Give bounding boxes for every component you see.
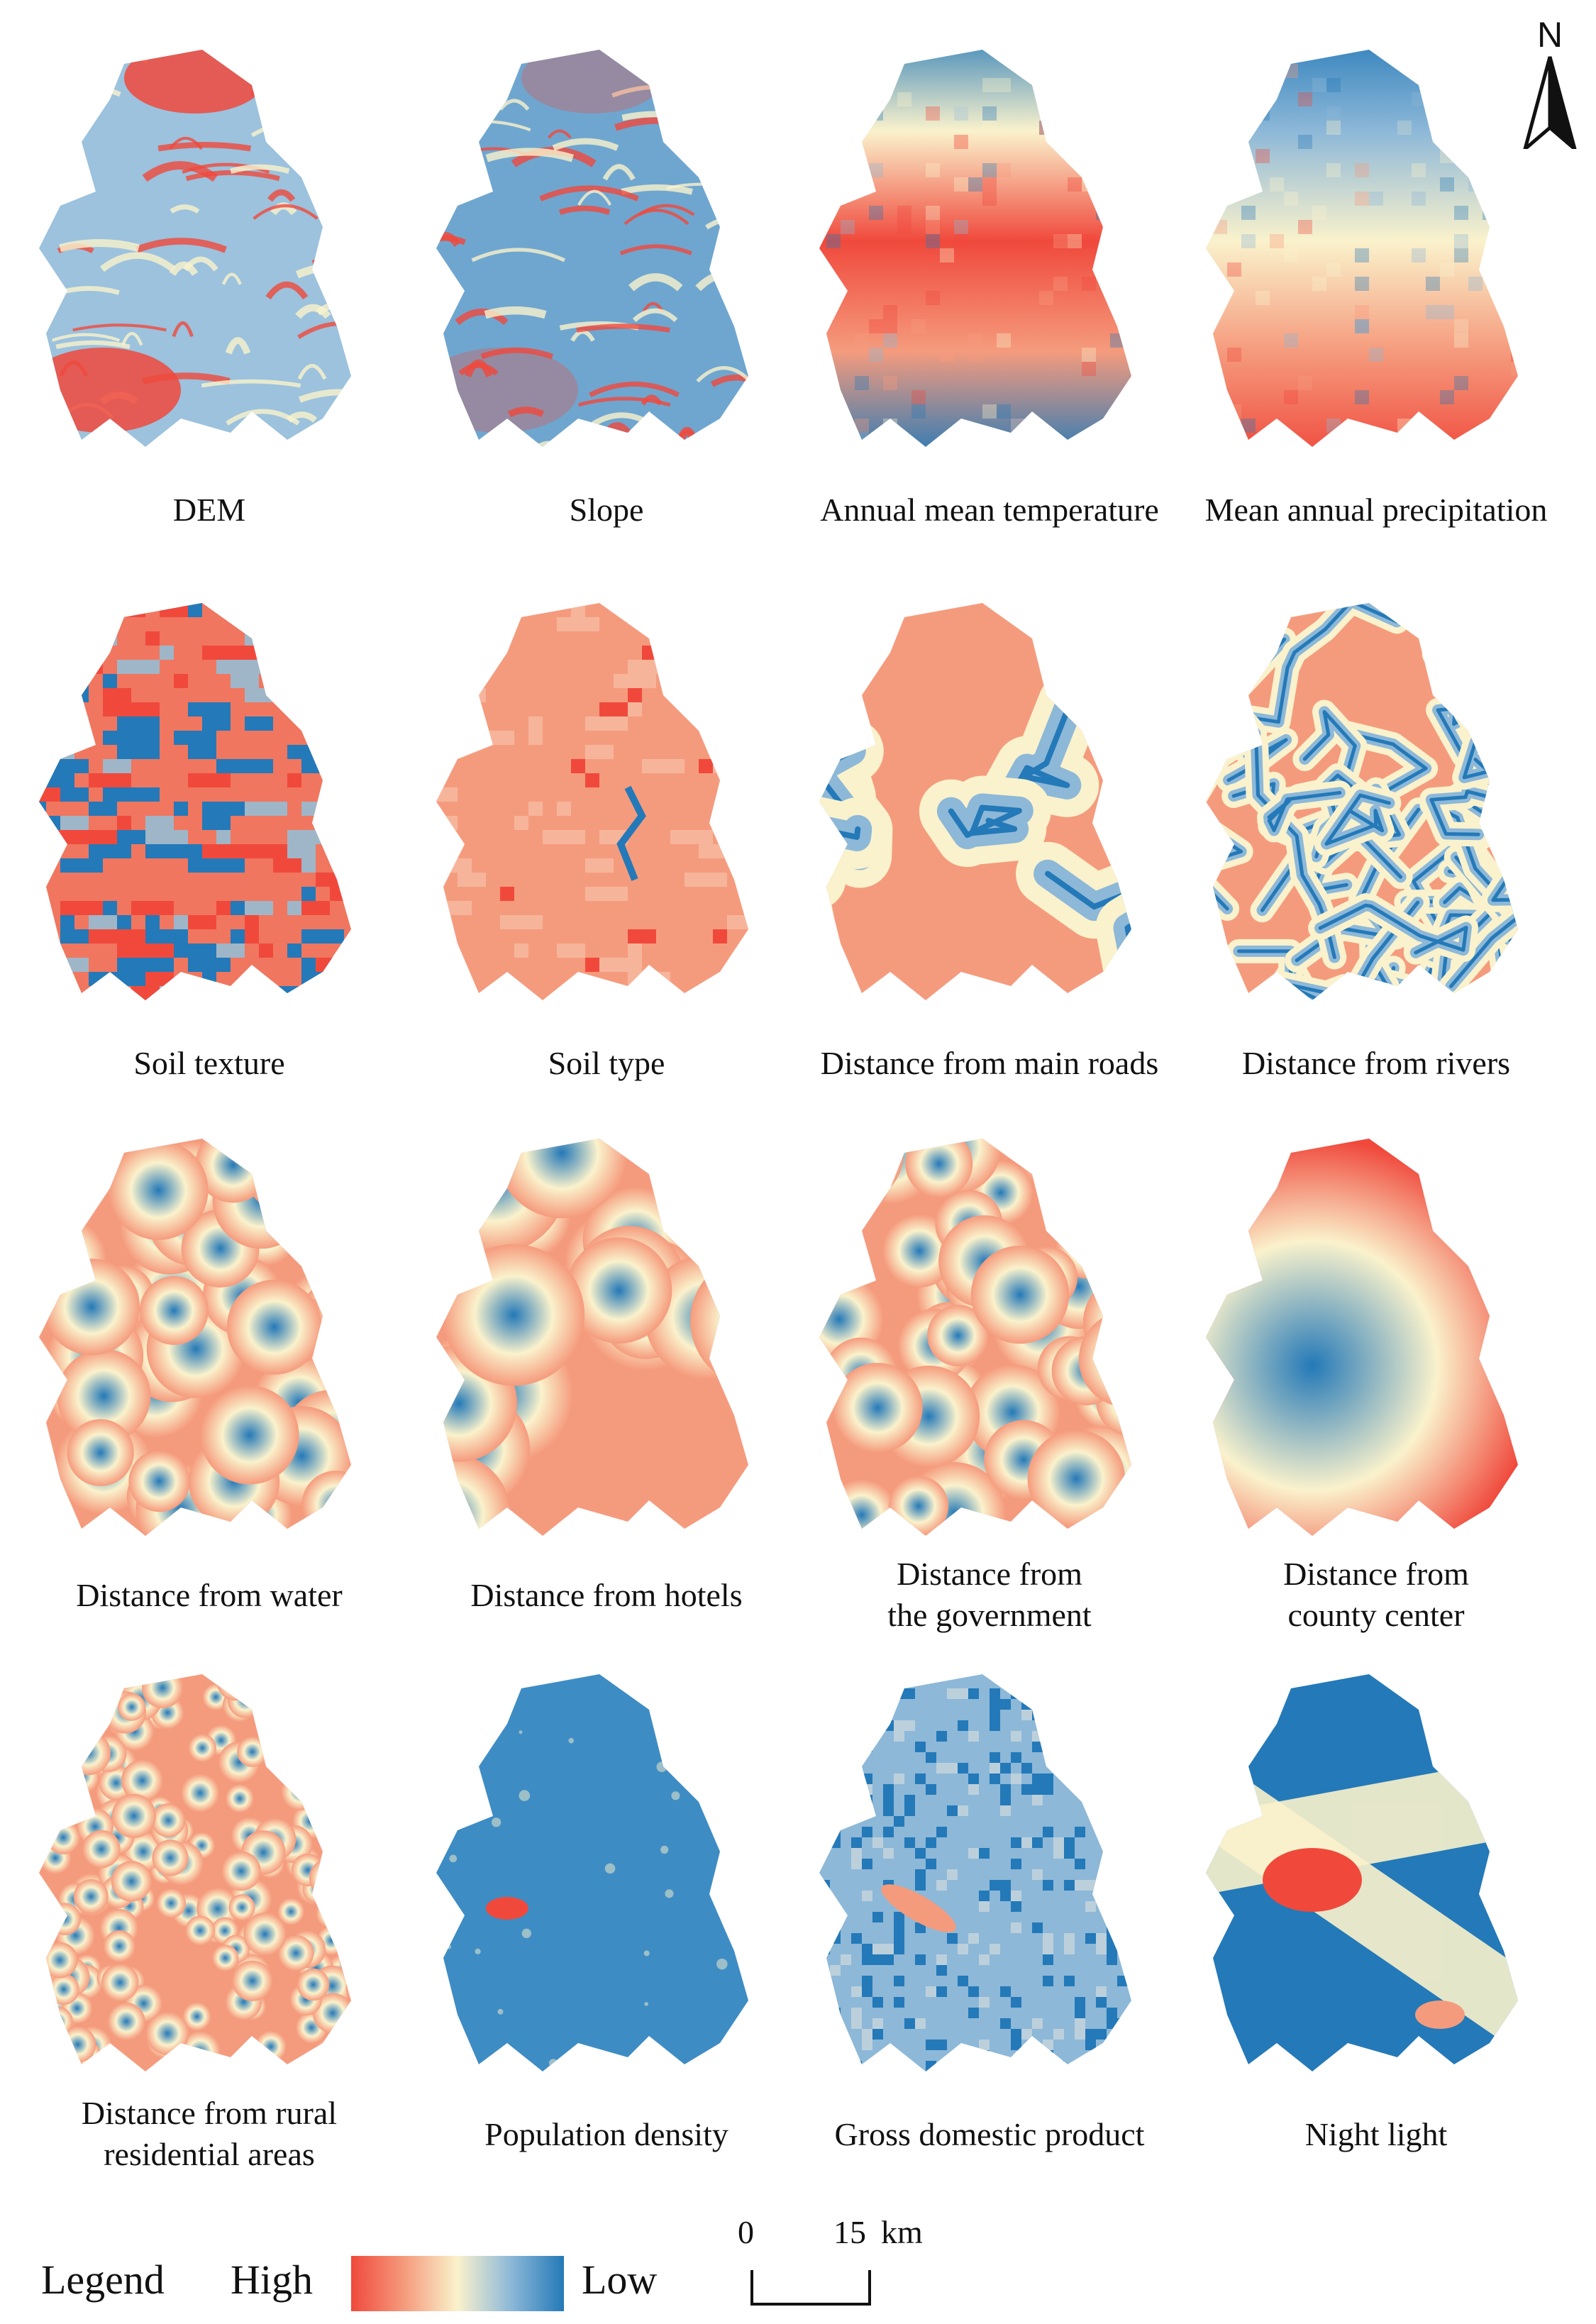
caption-line: county center — [1287, 1597, 1465, 1633]
north-label: N — [1536, 15, 1563, 55]
map-soil-texture — [39, 603, 351, 1000]
caption-hotels: Distance from hotels — [415, 1575, 798, 1616]
caption-temperature: Annual mean temperature — [798, 489, 1181, 531]
map-panel-population-density: Population density — [415, 1646, 798, 2171]
map-rural-residential — [39, 1674, 351, 2071]
north-arrow-icon — [1523, 56, 1577, 149]
caption-line: DEM — [172, 492, 246, 528]
map-gdp — [819, 1674, 1131, 2071]
map-panel-hotels: Distance from hotels — [415, 1110, 798, 1635]
caption-line: Distance from hotels — [470, 1577, 743, 1613]
caption-line: Distance from rivers — [1241, 1045, 1511, 1081]
map-panel-water: Distance from water — [18, 1110, 401, 1635]
caption-line: Distance from main roads — [820, 1045, 1159, 1081]
caption-line: Mean annual precipitation — [1204, 492, 1548, 528]
map-rivers — [1206, 603, 1518, 1000]
map-panel-dem: DEM — [18, 21, 401, 546]
map-panel-rivers: Distance from rivers — [1185, 575, 1568, 1100]
legend-high-label: High — [231, 2257, 313, 2303]
caption-government: Distance from the government — [798, 1554, 1181, 1636]
caption-line: Gross domestic product — [834, 2116, 1145, 2152]
map-dem — [39, 50, 351, 447]
legend-title: Legend — [41, 2257, 165, 2303]
caption-gdp: Gross domestic product — [798, 2114, 1181, 2155]
caption-main-roads: Distance from main roads — [798, 1043, 1181, 1084]
caption-line: Population density — [484, 2116, 728, 2152]
caption-county-center: Distance from county center — [1185, 1554, 1568, 1636]
map-panel-soil-type: Soil type — [415, 575, 798, 1100]
legend-color-ramp — [351, 2256, 564, 2311]
map-water — [39, 1139, 351, 1536]
caption-slope: Slope — [415, 489, 798, 531]
caption-line: Soil type — [548, 1045, 665, 1081]
caption-line: Distance from water — [76, 1577, 343, 1613]
caption-line: Distance from rural — [81, 2095, 338, 2131]
caption-water: Distance from water — [18, 1575, 401, 1616]
scale-distance: 15 — [833, 2214, 866, 2250]
caption-line: the government — [887, 1597, 1092, 1633]
map-panel-night-light: Night light — [1185, 1646, 1568, 2171]
legend: Legend High Low — [0, 2235, 1596, 2320]
map-panel-temperature: Annual mean temperature — [798, 21, 1181, 546]
map-panel-main-roads: Distance from main roads — [798, 575, 1181, 1100]
map-hotels — [436, 1139, 748, 1536]
map-government — [819, 1139, 1131, 1536]
caption-night-light: Night light — [1185, 2114, 1568, 2155]
caption-dem: DEM — [18, 489, 401, 531]
map-temperature — [819, 50, 1131, 447]
caption-line: Annual mean temperature — [820, 492, 1159, 528]
caption-rural-residential: Distance from rural residential areas — [18, 2093, 401, 2175]
north-arrow: N — [1518, 14, 1582, 149]
map-slope — [436, 50, 748, 447]
map-night-light — [1206, 1674, 1518, 2071]
caption-line: residential areas — [104, 2136, 315, 2172]
map-panel-rural-residential: Distance from rural residential areas — [18, 1646, 401, 2172]
legend-low-label: Low — [582, 2257, 658, 2303]
map-panel-soil-texture: Soil texture — [18, 575, 401, 1100]
caption-line: Slope — [569, 492, 644, 528]
map-panel-slope: Slope — [415, 21, 798, 546]
caption-line: Distance from — [1283, 1556, 1469, 1592]
map-population-density — [436, 1674, 748, 2071]
scale-zero: 0 — [738, 2214, 754, 2250]
map-main-roads — [819, 603, 1131, 1000]
caption-line: Distance from — [897, 1556, 1082, 1592]
map-soil-type — [436, 603, 748, 1000]
scale-unit: km — [881, 2214, 923, 2250]
caption-rivers: Distance from rivers — [1185, 1043, 1568, 1084]
map-panel-gdp: Gross domestic product — [798, 1646, 1181, 2171]
map-panel-county-center: Distance from county center — [1185, 1110, 1568, 1635]
caption-line: Soil texture — [133, 1045, 285, 1081]
scale-bar: 0 15 km — [731, 2213, 923, 2313]
scale-bar-line — [750, 2270, 871, 2306]
map-county-center — [1206, 1139, 1518, 1536]
caption-soil-texture: Soil texture — [18, 1043, 401, 1084]
caption-precipitation: Mean annual precipitation — [1185, 489, 1568, 531]
map-panel-precipitation: Mean annual precipitation — [1185, 21, 1568, 546]
caption-soil-type: Soil type — [415, 1043, 798, 1084]
map-precipitation — [1206, 50, 1518, 447]
caption-line: Night light — [1304, 2116, 1448, 2152]
map-panel-government: Distance from the government — [798, 1110, 1181, 1635]
caption-population-density: Population density — [415, 2114, 798, 2155]
